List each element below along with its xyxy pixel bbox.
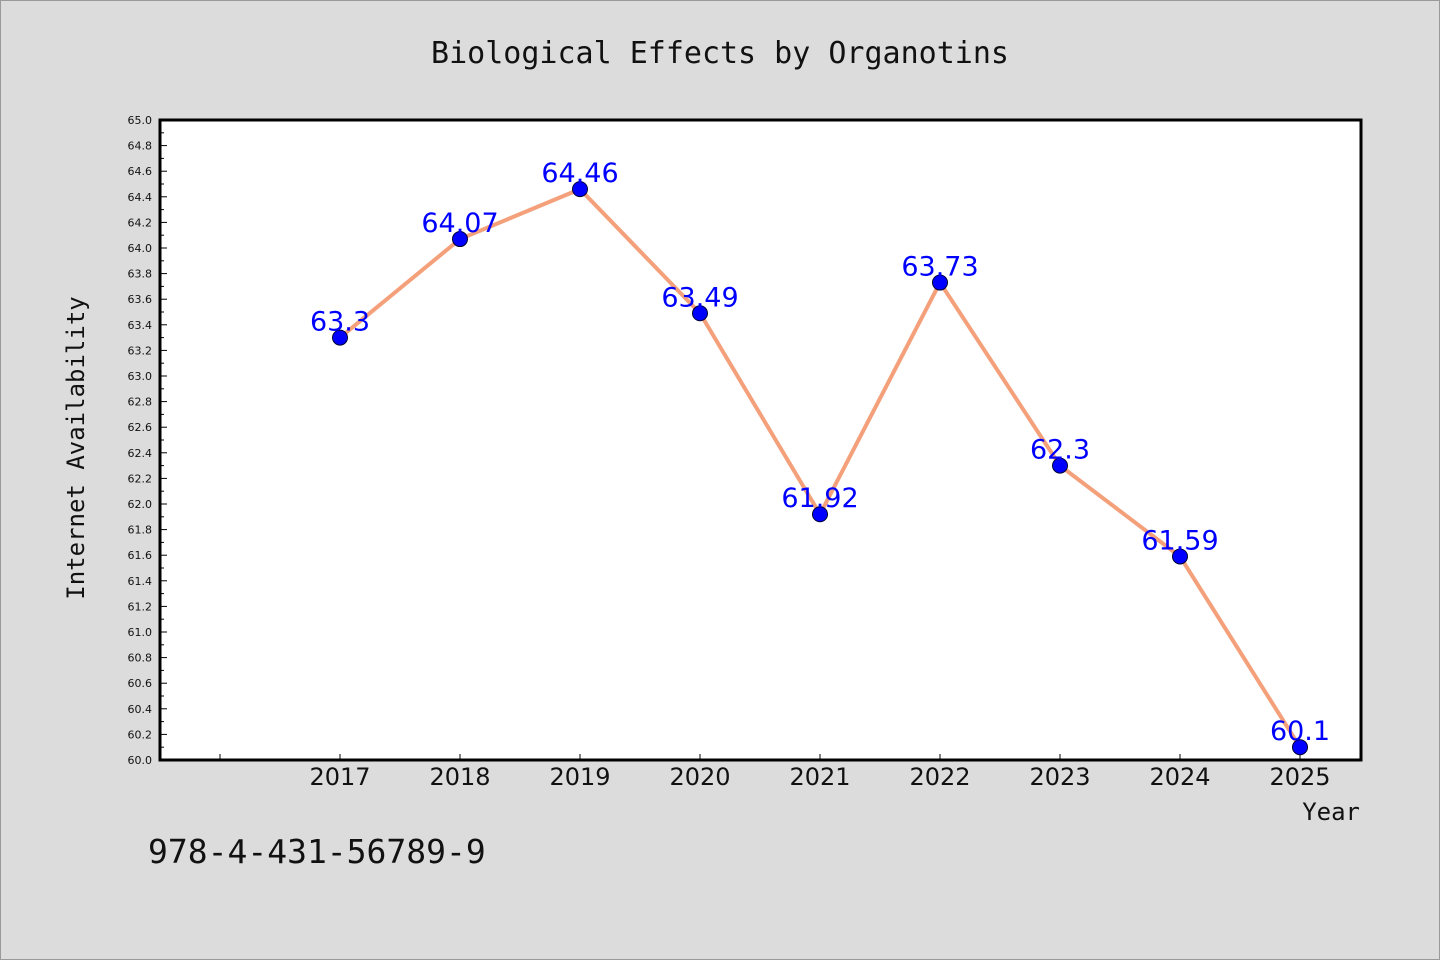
series-layer: 63.3 64.07 64.46 63.49 61.92 63.73 62.3 61.59 60… xyxy=(310,158,1330,756)
y-tick-label: 64.2 xyxy=(128,216,153,229)
y-tick-label: 61.8 xyxy=(128,524,153,537)
data-label: 64.07 xyxy=(421,208,498,239)
y-tick-label: 64.8 xyxy=(128,140,153,153)
x-tick-label: 2020 xyxy=(669,763,730,791)
x-tick-label: 2019 xyxy=(549,763,610,791)
y-tick-label: 61.4 xyxy=(128,575,153,588)
x-tick-label: 2025 xyxy=(1269,763,1330,791)
data-point xyxy=(1292,739,1308,756)
data-label: 63.49 xyxy=(661,282,738,313)
y-tick-label: 62.6 xyxy=(128,421,153,434)
y-tick-label: 60.8 xyxy=(128,652,153,665)
y-tick-label: 65.0 xyxy=(128,114,153,127)
footer-code: 978-4-431-56789-9 xyxy=(148,832,486,871)
y-tick-label: 60.2 xyxy=(128,728,153,741)
axis-ticks: 60.0 60.2 60.4 60.6 60.8 61.0 61.2 61.4 61.6 61.8… xyxy=(128,114,1331,791)
data-label: 63.73 xyxy=(901,252,978,283)
y-tick-label: 61.6 xyxy=(128,549,153,562)
y-tick-label: 63.4 xyxy=(128,319,153,332)
y-tick-label: 60.4 xyxy=(128,703,153,716)
y-tick-label: 64.4 xyxy=(128,191,153,204)
y-tick-label: 63.2 xyxy=(128,344,153,357)
y-tick-label: 64.6 xyxy=(128,165,153,178)
data-label: 62.3 xyxy=(1030,435,1090,466)
x-tick-label: 2023 xyxy=(1029,763,1090,791)
y-tick-label: 63.8 xyxy=(128,268,153,281)
y-tick-label: 62.2 xyxy=(128,472,153,485)
data-point xyxy=(1052,457,1068,474)
data-label: 61.59 xyxy=(1141,525,1218,556)
data-point xyxy=(812,506,828,523)
data-point xyxy=(1172,548,1188,565)
x-tick-label: 2021 xyxy=(789,763,850,791)
plot-area xyxy=(158,118,1363,762)
x-tick-label: 2024 xyxy=(1149,763,1210,791)
data-point xyxy=(932,274,948,291)
data-label: 64.46 xyxy=(541,158,618,189)
data-label: 63.3 xyxy=(310,307,370,338)
data-point xyxy=(692,305,708,322)
data-point xyxy=(332,329,348,346)
y-tick-label: 62.4 xyxy=(128,447,153,460)
y-tick-label: 63.0 xyxy=(128,370,153,383)
y-tick-label: 63.6 xyxy=(128,293,153,306)
x-tick-label: 2022 xyxy=(909,763,970,791)
y-tick-label: 60.6 xyxy=(128,677,153,690)
y-tick-label: 62.8 xyxy=(128,396,153,409)
data-point xyxy=(572,181,588,198)
data-label: 60.1 xyxy=(1270,716,1330,747)
data-point xyxy=(452,231,468,248)
y-tick-label: 61.0 xyxy=(128,626,153,639)
data-label: 61.92 xyxy=(781,483,858,514)
chart-title: Biological Effects by Organotins xyxy=(431,36,1009,71)
y-axis-label: Internet Availability xyxy=(62,296,90,599)
y-tick-label: 64.0 xyxy=(128,242,153,255)
y-tick-label: 62.0 xyxy=(128,498,153,511)
y-tick-label: 60.0 xyxy=(128,754,153,767)
x-tick-label: 2017 xyxy=(309,763,370,791)
x-axis-label: Year xyxy=(1302,798,1360,826)
y-tick-label: 61.2 xyxy=(128,600,153,613)
x-tick-label: 2018 xyxy=(429,763,490,791)
